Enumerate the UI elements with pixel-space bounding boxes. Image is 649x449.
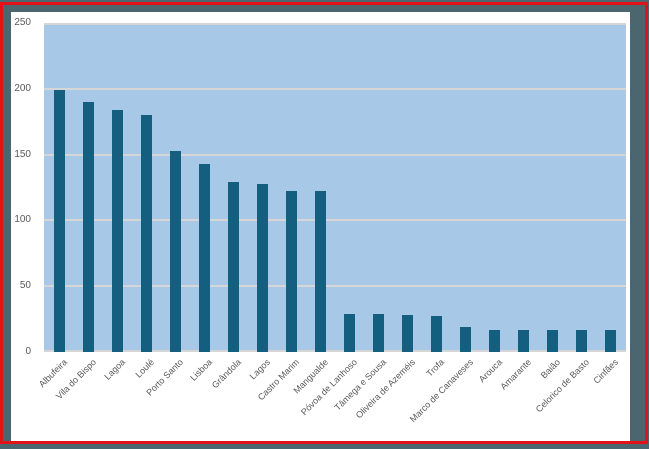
plot-area xyxy=(44,23,626,352)
bar xyxy=(257,184,268,352)
y-tick-label: 250 xyxy=(14,17,31,28)
y-tick-label: 150 xyxy=(14,148,31,160)
bar xyxy=(431,316,442,352)
bar xyxy=(315,191,326,352)
gridline-100 xyxy=(44,219,626,222)
bar xyxy=(286,191,297,352)
bar xyxy=(576,330,587,352)
bar xyxy=(605,330,616,352)
bar xyxy=(373,314,384,352)
bar xyxy=(112,110,123,352)
bar xyxy=(344,314,355,352)
bar xyxy=(489,330,500,352)
bar xyxy=(460,327,471,352)
gridline-250 xyxy=(44,23,626,25)
gridline-50 xyxy=(44,285,626,288)
gridline-150 xyxy=(44,153,626,156)
bar xyxy=(518,330,529,352)
bar xyxy=(54,90,65,352)
gridline-200 xyxy=(44,87,626,90)
y-tick-label: 50 xyxy=(19,280,31,292)
y-tick-label: 100 xyxy=(14,214,31,226)
bar xyxy=(83,102,94,352)
bar xyxy=(228,182,239,352)
y-tick-label: 0 xyxy=(25,346,31,357)
bar xyxy=(141,115,152,352)
y-tick-label: 200 xyxy=(14,82,31,94)
bar xyxy=(170,151,181,352)
bar xyxy=(402,315,413,352)
gridline-0 xyxy=(44,350,626,352)
bar xyxy=(199,164,210,352)
bar xyxy=(547,330,558,352)
